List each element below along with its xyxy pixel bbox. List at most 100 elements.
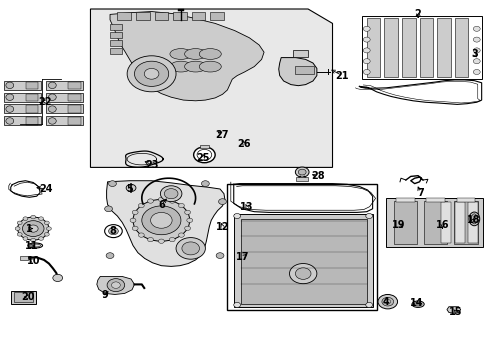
Bar	[110, 32, 122, 38]
Text: 19: 19	[391, 220, 405, 230]
Circle shape	[186, 218, 192, 222]
Circle shape	[381, 297, 393, 306]
Polygon shape	[110, 12, 264, 101]
Circle shape	[169, 199, 175, 203]
Bar	[454, 18, 468, 77]
Circle shape	[23, 217, 28, 220]
Ellipse shape	[48, 118, 56, 124]
Bar	[240, 219, 366, 304]
Circle shape	[295, 268, 310, 279]
Circle shape	[108, 181, 116, 186]
Circle shape	[31, 215, 36, 219]
Text: 24: 24	[40, 184, 53, 194]
Circle shape	[133, 199, 189, 241]
Bar	[210, 12, 224, 20]
Circle shape	[44, 221, 49, 225]
Bar	[4, 81, 41, 90]
Circle shape	[158, 239, 164, 243]
Circle shape	[147, 238, 153, 242]
Bar	[4, 93, 41, 102]
Bar	[46, 93, 83, 102]
Text: 13: 13	[240, 202, 253, 212]
Circle shape	[184, 226, 190, 230]
Circle shape	[363, 37, 369, 42]
Polygon shape	[90, 9, 332, 167]
Bar	[26, 82, 38, 89]
Circle shape	[184, 210, 190, 215]
Text: 23: 23	[144, 159, 158, 170]
Circle shape	[22, 221, 44, 237]
Polygon shape	[446, 307, 460, 313]
Circle shape	[233, 302, 240, 307]
Text: 10: 10	[26, 256, 40, 266]
Text: 2: 2	[414, 9, 421, 19]
Bar	[26, 117, 38, 125]
Text: 11: 11	[25, 241, 39, 251]
Text: 9: 9	[102, 290, 108, 300]
Text: 8: 8	[109, 226, 116, 236]
Circle shape	[17, 233, 22, 236]
Circle shape	[201, 181, 209, 186]
Circle shape	[158, 197, 164, 202]
Bar	[136, 12, 149, 20]
Text: 15: 15	[448, 307, 462, 317]
Ellipse shape	[6, 106, 14, 112]
Bar	[68, 117, 81, 125]
Ellipse shape	[30, 244, 41, 247]
Text: 4: 4	[382, 297, 389, 307]
Bar	[178, 9, 183, 11]
Bar	[436, 18, 450, 77]
Bar	[395, 198, 414, 202]
Ellipse shape	[199, 61, 221, 72]
Bar	[361, 16, 481, 79]
Bar	[4, 116, 41, 125]
Text: 17: 17	[236, 252, 249, 262]
Ellipse shape	[199, 49, 221, 59]
Circle shape	[295, 167, 308, 177]
Bar	[68, 82, 81, 89]
Polygon shape	[278, 58, 316, 86]
Circle shape	[472, 48, 479, 53]
Bar	[14, 292, 33, 302]
Text: 14: 14	[409, 298, 423, 308]
Circle shape	[160, 186, 182, 202]
Circle shape	[23, 237, 28, 240]
Bar	[26, 94, 38, 101]
Text: 27: 27	[215, 130, 229, 140]
Bar	[295, 66, 313, 74]
Ellipse shape	[170, 61, 191, 72]
Circle shape	[130, 218, 136, 222]
Polygon shape	[106, 181, 224, 266]
Circle shape	[108, 228, 118, 235]
Circle shape	[218, 199, 226, 204]
Circle shape	[126, 184, 136, 192]
Text: 1: 1	[26, 224, 33, 234]
Bar	[46, 116, 83, 125]
Circle shape	[365, 302, 372, 307]
Bar	[426, 198, 444, 202]
Bar	[154, 12, 168, 20]
Bar	[468, 202, 477, 243]
Bar	[110, 24, 122, 30]
Circle shape	[472, 69, 479, 75]
Bar	[454, 202, 464, 243]
Ellipse shape	[413, 302, 421, 306]
Bar	[117, 12, 131, 20]
Ellipse shape	[6, 118, 14, 124]
Ellipse shape	[468, 212, 479, 226]
Circle shape	[377, 294, 397, 309]
Ellipse shape	[6, 82, 14, 89]
Bar	[419, 18, 432, 77]
Circle shape	[132, 210, 138, 215]
Circle shape	[104, 206, 112, 212]
Text: 7: 7	[416, 188, 423, 198]
Circle shape	[39, 217, 43, 220]
Text: 26: 26	[237, 139, 251, 149]
Circle shape	[216, 253, 224, 258]
Circle shape	[289, 264, 316, 284]
Circle shape	[178, 203, 184, 208]
Circle shape	[197, 149, 211, 160]
Ellipse shape	[170, 49, 191, 59]
Circle shape	[127, 56, 176, 92]
Ellipse shape	[184, 61, 206, 72]
